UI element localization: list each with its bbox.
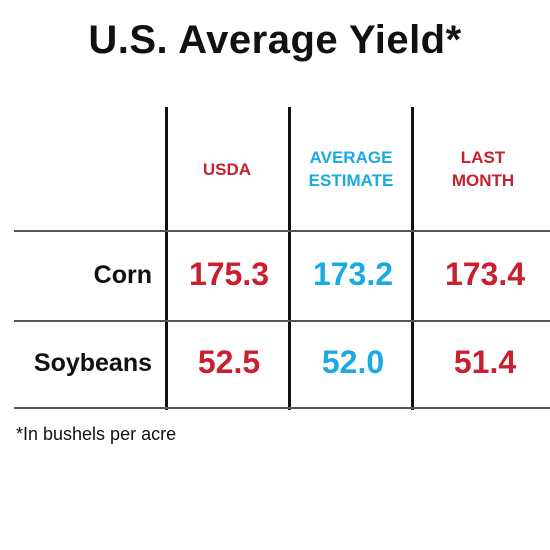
row-divider-middle <box>14 320 550 322</box>
row-divider-header <box>14 230 550 232</box>
row-divider-bottom <box>14 407 550 409</box>
column-divider-2 <box>288 107 291 410</box>
row-label-corn: Corn <box>93 261 152 289</box>
cell-corn-last-month: 173.4 <box>444 256 526 292</box>
cell-soybeans-last-month: 51.4 <box>453 344 517 380</box>
column-header-usda: USDA <box>168 158 286 181</box>
chart-title: U.S. Average Yield* <box>88 18 462 62</box>
column-header-last-month-line2: MONTH <box>451 171 515 190</box>
column-header-last-month-line1: LAST <box>460 148 506 167</box>
cell-corn-average-estimate: 173.2 <box>312 256 394 292</box>
cell-soybeans-average-estimate: 52.0 <box>321 344 385 380</box>
cell-soybeans-usda: 52.5 <box>197 344 261 380</box>
column-header-average-estimate: AVERAGE ESTIMATE <box>292 146 410 192</box>
column-header-average-estimate-line2: ESTIMATE <box>308 171 394 190</box>
column-header-last-month: LAST MONTH <box>424 146 542 192</box>
row-label-soybeans: Soybeans <box>33 349 152 377</box>
column-divider-3 <box>411 107 414 410</box>
cell-corn-usda: 175.3 <box>188 256 270 292</box>
column-header-usda-line1: USDA <box>202 160 252 179</box>
column-header-average-estimate-line1: AVERAGE <box>309 148 393 167</box>
column-divider-1 <box>165 107 168 410</box>
footnote: *In bushels per acre <box>16 424 177 444</box>
